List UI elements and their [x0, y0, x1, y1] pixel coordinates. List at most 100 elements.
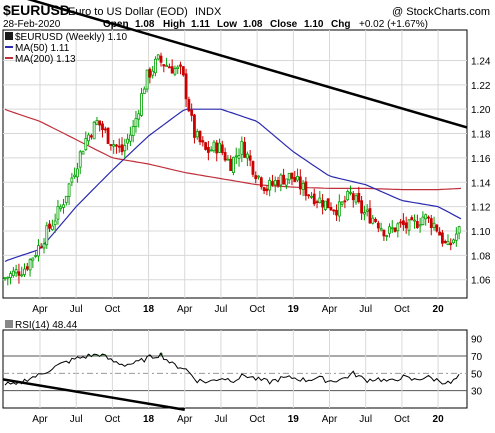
x-tick-labels-top: Apr Jul Oct 18 Apr Jul Oct 19 Apr Jul Oct 20	[32, 304, 444, 315]
candle-body	[223, 152, 227, 161]
rsi-panel-frame	[2, 329, 468, 409]
candle-body	[262, 187, 266, 191]
candle-body	[187, 99, 191, 112]
candle-body	[87, 134, 90, 142]
candle-body	[332, 209, 336, 212]
candle-body	[351, 193, 355, 201]
price-y-tick-label: 1.20	[471, 105, 491, 116]
x-tick-label: Jul	[70, 414, 83, 425]
x-tick-label: Oct	[394, 304, 410, 315]
candle-body	[335, 209, 338, 216]
candle-body	[115, 144, 118, 147]
candle-body	[37, 245, 40, 257]
candle-body	[17, 271, 21, 276]
x-tick-label: Apr	[32, 414, 48, 425]
candle-body	[142, 88, 146, 94]
symbol-title: $EURUSD	[3, 2, 70, 18]
candle-body	[42, 243, 46, 249]
candle-body	[240, 140, 244, 155]
x-tick-label: Oct	[394, 414, 410, 425]
chg-label: Chg	[331, 19, 350, 30]
candle-body	[393, 227, 397, 232]
candle-body	[310, 195, 313, 198]
candle-body	[413, 219, 416, 222]
rsi-layer	[2, 352, 460, 411]
candle-body	[407, 219, 411, 231]
candle-body	[337, 201, 341, 217]
candle-body	[293, 177, 297, 182]
candle-body	[120, 144, 124, 153]
rsi-y-tick-labels: 30 50 70 90	[471, 335, 483, 398]
x-tick-label: Apr	[32, 304, 48, 315]
candle-body	[443, 241, 447, 243]
candle-body	[452, 239, 455, 244]
ma50-layer	[4, 108, 462, 263]
candle-body	[159, 55, 163, 63]
candle-body	[379, 228, 383, 231]
x-tick-label: Apr	[177, 304, 193, 315]
candle-body	[229, 158, 233, 172]
candle-body	[245, 153, 249, 159]
x-tick-labels-bottom: Apr Jul Oct 18 Apr Jul Oct 19 Apr Jul Oct 20	[32, 414, 444, 425]
candle-body	[48, 223, 51, 229]
candle-body	[307, 194, 311, 197]
candle-body	[101, 123, 104, 131]
candle-body	[50, 225, 54, 230]
candle-body	[198, 130, 202, 143]
candle-body	[321, 200, 325, 208]
x-tick-label: 20	[433, 414, 445, 425]
candle-body	[103, 128, 107, 131]
price-y-tick-label: 1.08	[471, 251, 491, 262]
x-tick-label: Oct	[105, 414, 121, 425]
candle-body	[432, 222, 436, 228]
candle-body	[435, 224, 439, 232]
price-legend: $EURUSD (Weekly) 1.10	[15, 32, 128, 43]
candle-body	[396, 223, 400, 232]
candle-body	[215, 142, 219, 154]
candle-body	[98, 120, 102, 126]
price-y-tick-label: 1.16	[471, 154, 491, 165]
rsi-legend: RSI(14) 48.44	[15, 320, 78, 331]
x-tick-label: 18	[143, 414, 155, 425]
candle-body	[59, 206, 63, 210]
candle-body	[6, 276, 10, 279]
candle-body	[128, 134, 132, 142]
candle-body	[34, 255, 38, 257]
candle-body	[84, 138, 88, 151]
x-tick-label: Jul	[359, 304, 372, 315]
rsi-y-tick-label: 90	[471, 335, 483, 346]
low-value: 1.08	[243, 19, 263, 30]
candle-body	[368, 208, 372, 224]
candle-body	[89, 135, 93, 138]
candle-body	[218, 142, 221, 153]
candle-body	[145, 69, 149, 90]
candle-body	[78, 151, 82, 168]
candle-body	[304, 181, 308, 196]
candle-body	[56, 206, 60, 220]
high-value: 1.11	[191, 19, 210, 30]
candle-body	[362, 212, 366, 215]
rsi-line	[4, 352, 460, 386]
candle-body	[402, 220, 405, 226]
symbol-description: Euro to US Dollar (EOD)	[68, 6, 188, 18]
candle-body	[415, 221, 419, 229]
ma200-layer	[4, 108, 462, 191]
candle-body	[92, 121, 96, 140]
candle-body	[265, 188, 269, 192]
candle-body	[399, 221, 403, 224]
candle-body	[298, 176, 302, 190]
candle-body	[404, 222, 408, 229]
candle-body	[385, 235, 389, 237]
chg-value: +0.02 (+1.67%)	[359, 19, 428, 30]
x-tick-label: Jul	[359, 414, 372, 425]
price-grid	[3, 30, 467, 298]
price-y-tick-label: 1.18	[471, 130, 491, 141]
candle-body	[184, 73, 188, 100]
price-y-tick-label: 1.24	[471, 56, 491, 67]
candle-body	[23, 268, 26, 275]
candle-body	[76, 168, 79, 178]
candle-body	[134, 118, 138, 128]
candle-body	[154, 58, 157, 74]
candle-body	[273, 180, 277, 186]
